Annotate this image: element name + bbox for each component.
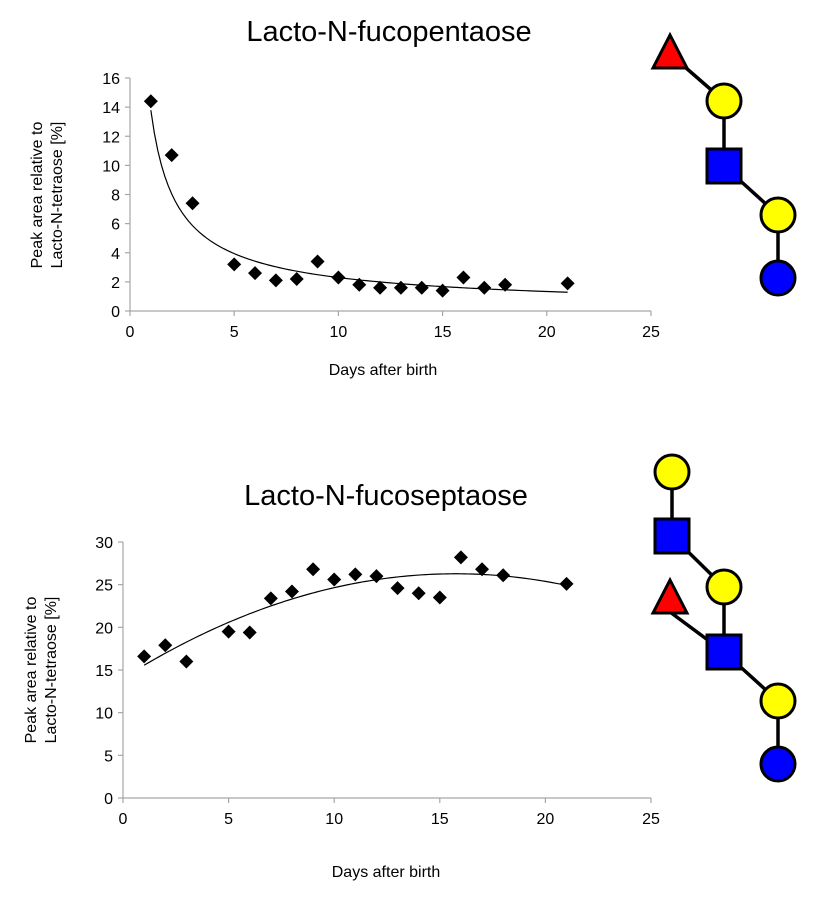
chart-lacto-n-fucopentaose: Lacto-N-fucopentaose Peak area relative … <box>29 16 660 379</box>
data-point <box>559 576 574 591</box>
x-tick-label: 25 <box>642 324 660 341</box>
y-tick-label: 4 <box>111 246 120 263</box>
data-point <box>263 591 278 606</box>
y-axis-label-line2: Lacto-N-tetraose [%] <box>49 122 66 269</box>
glcnac-square-icon <box>705 633 743 671</box>
x-tick-label: 5 <box>230 324 239 341</box>
galactose-circle-icon <box>759 196 797 234</box>
glucose-circle-icon <box>759 259 797 297</box>
y-axis-label-line1: Peak area relative to <box>23 597 40 744</box>
data-point <box>498 277 513 292</box>
trendline <box>143 573 567 666</box>
y-tick-label: 12 <box>102 129 120 146</box>
x-axis-label: Days after birth <box>332 864 440 881</box>
x-tick-label: 10 <box>330 324 348 341</box>
data-point <box>475 562 490 577</box>
x-tick-label: 15 <box>431 811 449 828</box>
data-point <box>348 567 363 582</box>
y-tick-label: 10 <box>102 158 120 175</box>
x-tick-label: 10 <box>325 811 343 828</box>
data-point <box>185 196 200 211</box>
data-point <box>331 270 346 285</box>
data-point <box>310 254 325 269</box>
x-tick-label: 0 <box>126 324 135 341</box>
data-point <box>373 280 388 295</box>
data-point <box>227 257 242 272</box>
data-point <box>496 568 511 583</box>
x-tick-label: 15 <box>434 324 452 341</box>
x-tick-label: 0 <box>119 811 128 828</box>
x-tick-label: 25 <box>642 811 660 828</box>
data-point <box>221 624 236 639</box>
data-point <box>352 277 367 292</box>
data-point <box>456 270 471 285</box>
fucose-triangle-icon <box>650 576 690 615</box>
chart-title: Lacto-N-fucopentaose <box>246 16 531 48</box>
y-tick-label: 5 <box>104 748 113 765</box>
data-point <box>179 654 194 669</box>
galactose-circle-icon <box>705 82 743 120</box>
x-axis-label: Days after birth <box>329 362 437 379</box>
glucose-circle-icon <box>759 745 797 783</box>
y-tick-label: 25 <box>95 578 113 595</box>
y-tick-label: 0 <box>104 791 113 808</box>
data-point <box>560 276 575 291</box>
data-point <box>453 550 468 565</box>
data-point <box>414 280 429 295</box>
y-tick-label: 15 <box>95 663 113 680</box>
data-point <box>393 280 408 295</box>
y-tick-label: 6 <box>111 217 120 234</box>
data-point <box>411 586 426 601</box>
y-tick-label: 2 <box>111 275 120 292</box>
data-point <box>137 649 152 664</box>
glcnac-square-icon <box>653 517 691 555</box>
data-point <box>248 266 263 281</box>
data-point <box>284 584 299 599</box>
data-point <box>327 572 342 587</box>
chart-lacto-n-fucoseptaose: Lacto-N-fucoseptaose Peak area relative … <box>23 480 660 881</box>
data-point <box>390 581 405 596</box>
data-point <box>369 569 384 584</box>
data-point <box>143 94 158 109</box>
y-axis-label-line2: Lacto-N-tetraose [%] <box>43 597 60 744</box>
y-tick-label: 10 <box>95 706 113 723</box>
trendline <box>150 110 568 293</box>
chart-title: Lacto-N-fucoseptaose <box>244 480 528 512</box>
data-point <box>268 273 283 288</box>
galactose-circle-icon <box>705 568 743 606</box>
fucose-triangle-icon <box>650 31 690 70</box>
x-tick-label: 20 <box>537 811 555 828</box>
y-tick-label: 20 <box>95 620 113 637</box>
x-tick-label: 20 <box>538 324 556 341</box>
data-point <box>242 625 257 640</box>
glcnac-square-icon <box>705 147 743 185</box>
y-tick-label: 16 <box>102 71 120 88</box>
data-point <box>432 590 447 605</box>
galactose-circle-icon <box>759 682 797 720</box>
y-axis-label-line1: Peak area relative to <box>29 122 46 269</box>
data-point <box>164 148 179 163</box>
y-tick-label: 8 <box>111 188 120 205</box>
y-tick-label: 14 <box>102 100 120 117</box>
glycan-structure-lnfs <box>650 453 797 783</box>
data-point <box>435 283 450 298</box>
y-tick-label: 30 <box>95 535 113 552</box>
data-point <box>289 271 304 286</box>
data-point <box>477 280 492 295</box>
data-point <box>306 562 321 577</box>
glycan-structure-lnfp <box>650 31 797 297</box>
data-point <box>158 638 173 653</box>
x-tick-label: 5 <box>224 811 233 828</box>
galactose-circle-icon <box>653 453 691 491</box>
y-tick-label: 0 <box>111 304 120 321</box>
